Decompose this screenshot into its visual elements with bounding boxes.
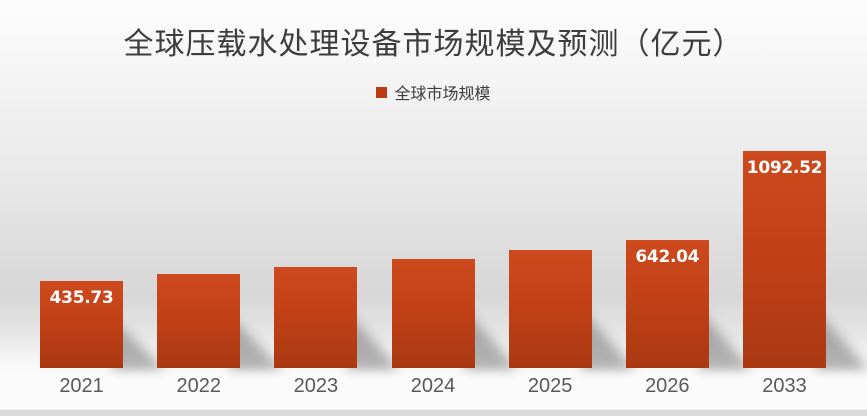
bar-2021: 435.73 <box>40 281 124 368</box>
legend-swatch-icon <box>376 86 388 98</box>
bar-2022 <box>157 274 241 368</box>
bar-value-label: 642.04 <box>635 247 700 267</box>
bar-2024 <box>391 259 475 368</box>
x-tick-label: 2021 <box>59 375 104 397</box>
x-tick-label: 2026 <box>645 375 690 397</box>
x-tick-label: 2025 <box>527 375 573 397</box>
bar-value-label: 435.73 <box>49 288 114 308</box>
x-tick-label: 2023 <box>293 375 339 397</box>
bar-2026: 642.04 <box>625 240 709 368</box>
bar-2023 <box>274 267 358 368</box>
bar-value-label: 1092.52 <box>746 158 823 178</box>
chart-title: 全球压载水处理设备市场规模及预测（亿元） <box>123 27 744 62</box>
x-tick-label: 2022 <box>176 375 221 397</box>
legend-label: 全球市场规模 <box>394 84 491 103</box>
bar-2025 <box>508 250 592 368</box>
x-tick-label: 2033 <box>762 375 807 397</box>
bar-2033: 1092.52 <box>742 151 826 368</box>
legend: 全球市场规模 <box>0 80 867 104</box>
x-tick-label: 2024 <box>410 375 456 397</box>
